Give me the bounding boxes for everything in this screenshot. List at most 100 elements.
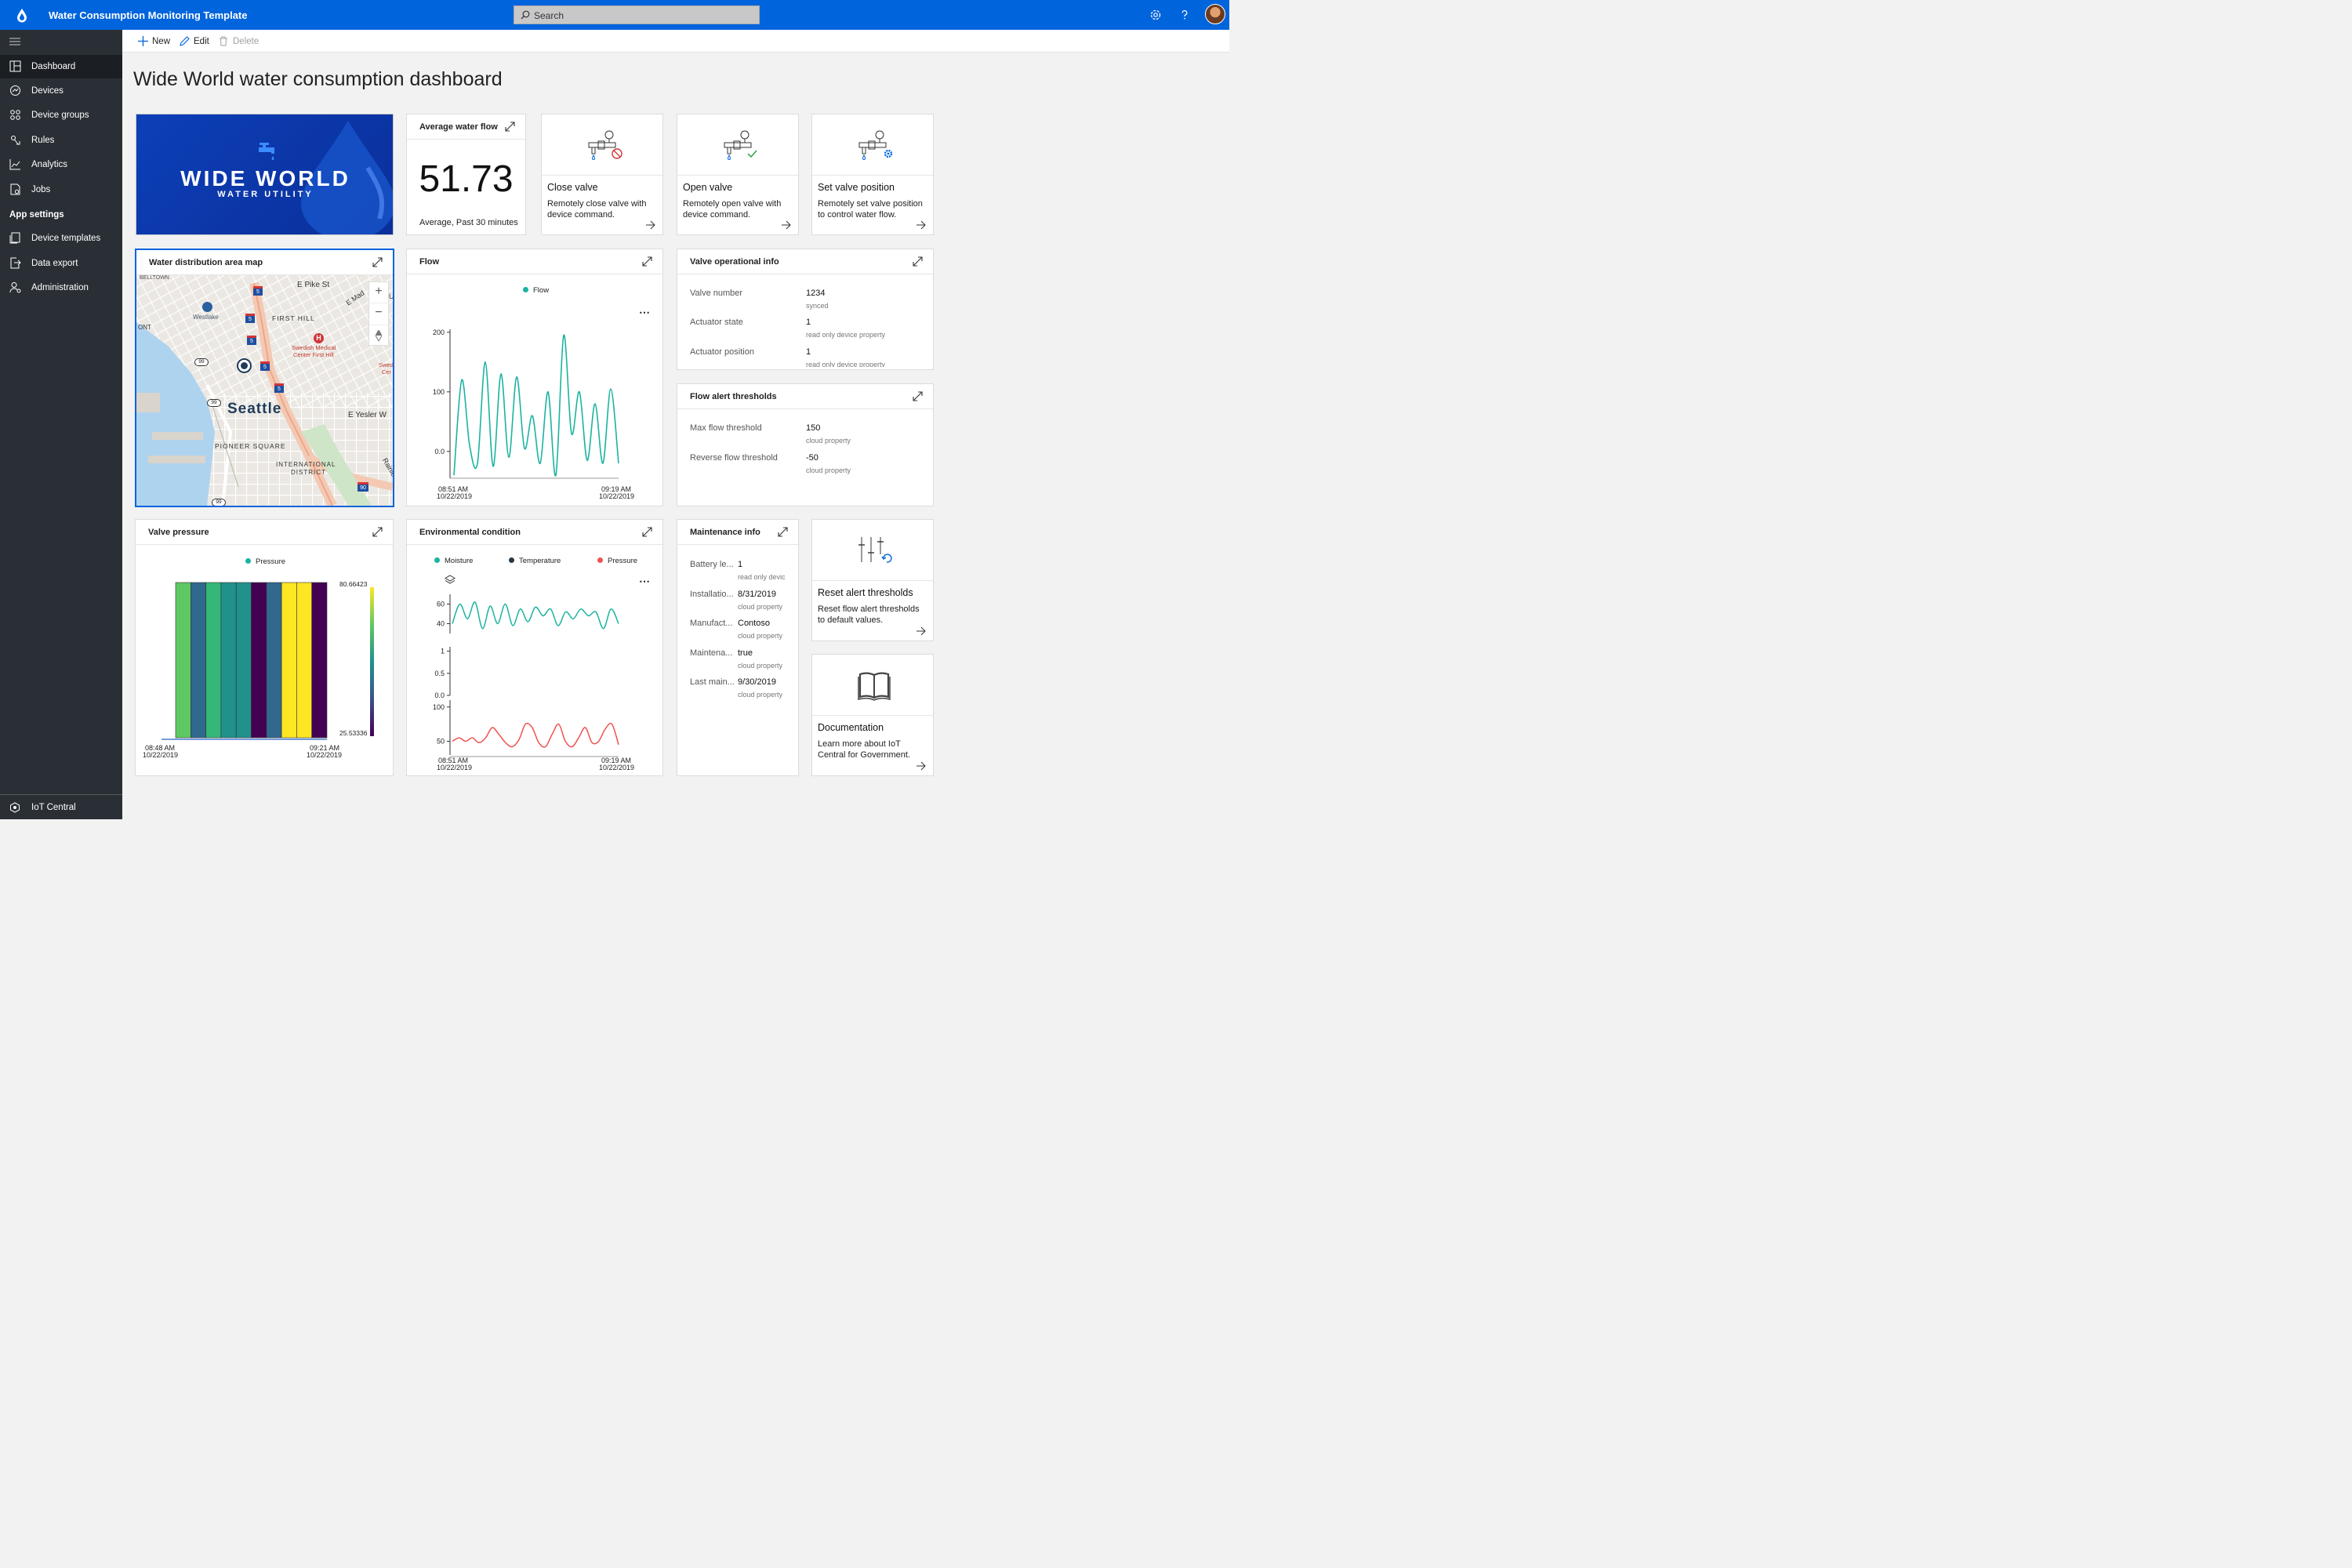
reset-alert-thresholds-tile[interactable]: Reset alert thresholds Reset flow alert … [811,519,934,641]
property-value: 1 [806,347,811,357]
sidebar-item-device-templates[interactable]: Device templates [0,227,122,250]
open-valve-tile[interactable]: Open valve Remotely open valve with devi… [677,114,799,235]
heatmap-cell [296,582,312,739]
heatmap-cell [220,582,237,739]
property-sublabel: cloud property [738,662,783,670]
dashboard-icon [9,60,21,72]
property-label: Max flow threshold [690,423,762,433]
set-valve-position-tile[interactable]: Set valve position Remotely set valve po… [811,114,934,235]
device-location-pin-icon[interactable] [238,360,250,372]
tile-title: Reset alert thresholds [818,587,913,598]
brand-line2: WATER UTILITY [217,190,314,199]
expand-icon[interactable] [913,391,923,401]
map-label: Swedish Medical [292,344,336,351]
property-sublabel: synced [806,302,829,310]
sidebar-item-label: Analytics [31,160,68,169]
valve-operational-info-tile: Valve operational info Valve number 1234… [677,249,934,370]
tile-header: Maintenance info [677,520,798,545]
tile-description: Remotely close valve with device command… [547,199,647,220]
expand-icon[interactable] [642,256,652,267]
expand-icon[interactable] [505,122,515,132]
book-icon [858,672,891,701]
layers-icon[interactable] [445,575,456,586]
arrow-right-icon[interactable] [916,220,926,230]
y-tick-label: 200 [433,328,445,336]
interstate-shield-icon: 90 [358,482,368,492]
y-tick-label: 1 [441,648,445,655]
arrow-right-icon[interactable] [916,761,926,771]
arrow-right-icon[interactable] [916,626,926,636]
hamburger-menu-icon[interactable] [9,37,20,46]
sidebar-item-administration[interactable]: Administration [0,276,122,299]
sidebar-item-analytics[interactable]: Analytics [0,153,122,176]
expand-icon[interactable] [778,527,788,537]
sidebar-item-label: Dashboard [31,62,76,71]
heatmap-cell [311,582,328,739]
rules-icon [11,136,20,145]
expand-icon[interactable] [372,527,383,537]
property-value: 1234 [806,289,826,298]
map-label: INTERNATIONAL [276,461,336,468]
chart-legend-item: Pressure [245,557,285,566]
property-value: 8/31/2019 [738,590,776,599]
close-valve-tile[interactable]: Close valve Remotely close valve with de… [541,114,663,235]
zoom-out-button[interactable]: − [369,303,388,323]
help-icon[interactable] [1178,8,1192,22]
tile-description: Remotely open valve with device command. [683,199,782,220]
search-input[interactable]: Search [514,5,760,24]
x-axis-label-start-time: 08:48 AM [145,744,176,752]
x-axis-label-end-date: 10/22/2019 [307,751,343,759]
tile-header: Environmental condition [407,520,662,545]
more-options-icon[interactable]: ⋯ [639,306,651,318]
map-canvas[interactable]: BELLTOWN E Pike St E Mad U ONT Westlake … [136,275,393,506]
sidebar-item-rules[interactable]: Rules [0,129,122,152]
legend-label: Moisture [445,557,474,565]
compass-button[interactable] [369,325,388,345]
property-sublabel: cloud property [738,632,783,640]
sliders-reset-icon [858,537,892,563]
delete-label: Delete [233,37,260,46]
sidebar-item-label: Jobs [31,185,51,194]
tile-description: Remotely set valve position to control w… [818,199,923,220]
interstate-shield-icon: 5 [245,314,255,323]
x-axis-label-start-date: 10/22/2019 [437,492,473,500]
interstate-shield-icon: 5 [274,383,284,393]
tile-image [812,114,933,176]
arrow-right-icon[interactable] [646,220,655,230]
sidebar-item-device-groups[interactable]: Device groups [0,103,122,127]
heatmap-cell [235,582,252,739]
zoom-in-button[interactable]: + [375,285,383,298]
expand-icon[interactable] [642,527,652,537]
gear-icon[interactable] [1149,8,1163,22]
train-station-icon [202,302,212,312]
expand-icon[interactable] [913,256,923,267]
property-value: 9/30/2019 [738,677,776,687]
map-label: PIONEER SQUARE [215,442,286,450]
flow-chart-tile: Flow Flow ⋯ 200 100 0.0 08:51 AM 10/22/201… [406,249,663,506]
heatmap-cell [281,582,297,739]
tile-image [677,114,798,176]
property-label: Actuator state [690,318,743,327]
property-sublabel: cloud property [738,603,783,611]
chart-legend-item: Pressure [597,557,637,565]
documentation-tile[interactable]: Documentation Learn more about IoT Centr… [811,654,934,776]
sidebar-item-devices[interactable]: Devices [0,79,122,103]
water-distribution-map-tile: Water distribution area map [135,249,394,507]
sidebar-item-data-export[interactable]: Data export [0,252,122,275]
legend-label: Pressure [608,557,638,565]
x-axis-label-end-time: 09:19 AM [601,485,632,493]
pencil-icon [180,36,190,46]
sidebar-item-dashboard[interactable]: Dashboard [0,55,122,78]
arrow-right-icon[interactable] [782,220,791,230]
sidebar-footer-iot-central[interactable]: IoT Central [0,794,122,819]
avatar[interactable] [1205,4,1225,24]
more-options-icon[interactable]: ⋯ [639,575,651,587]
expand-icon[interactable] [372,257,383,267]
sidebar: Dashboard Devices Device groups Rules An… [0,30,122,819]
compass-icon [376,330,382,341]
color-scale-max-label: 80.66423 [339,580,368,588]
sidebar-footer-label: IoT Central [31,803,76,812]
map-label: U [389,292,393,300]
tile-title: Close valve [547,182,598,193]
sidebar-item-jobs[interactable]: Jobs [0,178,122,201]
